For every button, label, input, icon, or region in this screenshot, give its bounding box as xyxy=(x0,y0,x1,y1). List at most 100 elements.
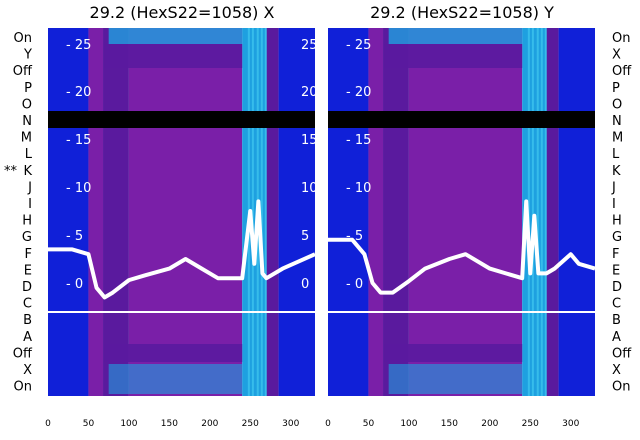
heatmap-cell xyxy=(388,364,523,394)
heatmap-cell xyxy=(108,364,243,394)
row-label: M xyxy=(21,131,32,146)
row-label: C xyxy=(23,297,32,312)
row-label: X xyxy=(612,363,621,378)
y-tick-label: - 15 xyxy=(66,133,91,148)
heatmap-column xyxy=(546,28,559,396)
row-label: D xyxy=(22,280,32,295)
row-label: B xyxy=(23,313,32,328)
x-tick-label: 200 xyxy=(201,419,218,429)
heatmap-column xyxy=(242,28,267,396)
heatmap-stripe xyxy=(531,28,534,396)
heatmap-column xyxy=(278,28,315,396)
row-label: H xyxy=(612,214,622,229)
row-label: Off xyxy=(612,346,632,361)
y-tick-label: - 25 xyxy=(66,38,91,53)
heatmap-column xyxy=(408,28,523,396)
heatmap-column xyxy=(103,28,129,396)
heatmap-column xyxy=(368,28,384,396)
y-tick-label-right: 15 xyxy=(301,133,318,148)
row-label: I xyxy=(28,197,32,212)
y-tick-label: - 20 xyxy=(346,85,371,100)
chart-title: 29.2 (HexS22=1058) Y xyxy=(370,3,554,22)
x-tick-label: 50 xyxy=(83,419,95,429)
x-tick-label: 50 xyxy=(363,419,375,429)
heatmap-column xyxy=(266,28,279,396)
row-label: O xyxy=(612,97,622,112)
row-label: E xyxy=(612,263,620,278)
row-label: On xyxy=(14,31,32,46)
row-label: J xyxy=(27,180,32,195)
y-tick-label: - 25 xyxy=(346,38,371,53)
row-label: C xyxy=(612,297,621,312)
x-tick-label: 100 xyxy=(400,419,417,429)
panel-x: - 0 - 5 - 10 - 15 - 20 - 25 25 20 15 10 50 29.2 (He… xyxy=(4,3,318,429)
heatmap-column xyxy=(558,28,595,396)
y-tick-label: - 10 xyxy=(346,181,371,196)
row-label: L xyxy=(612,147,620,162)
heatmap-stripe xyxy=(260,28,263,396)
heatmap-row xyxy=(104,344,243,362)
heatmap-stripe xyxy=(264,28,267,396)
heatmap-stripe xyxy=(527,28,530,396)
y-tick-label-right: 0 xyxy=(301,277,309,292)
x-tick-label: 150 xyxy=(161,419,178,429)
x-tick-label: 250 xyxy=(242,419,259,429)
heatmap-stripe xyxy=(251,28,254,396)
heatmap-column xyxy=(88,28,104,396)
row-label: G xyxy=(22,230,32,245)
row-label: H xyxy=(22,214,32,229)
row-label: F xyxy=(612,247,619,262)
series-line xyxy=(48,199,316,300)
row-label: D xyxy=(612,280,622,295)
y-tick-label-right: 25 xyxy=(301,38,318,53)
row-label: Y xyxy=(23,48,32,63)
heatmap-row xyxy=(104,44,243,68)
x-tick-label: 0 xyxy=(325,419,331,429)
row-label: O xyxy=(22,97,32,112)
y-tick-label: - 0 xyxy=(66,277,83,292)
row-label: Off xyxy=(13,346,33,361)
heatmap-cell xyxy=(108,28,243,44)
x-tick-label: 300 xyxy=(282,419,299,429)
x-tick-label: 300 xyxy=(562,419,579,429)
x-tick-label: 200 xyxy=(481,419,498,429)
row-label: Off xyxy=(13,64,33,79)
y-tick-label-right: 20 xyxy=(301,85,318,100)
row-label: K xyxy=(612,164,621,179)
y-tick-label-right: 10 xyxy=(301,181,318,196)
y-tick-label: - 15 xyxy=(346,133,371,148)
heatmap-cell xyxy=(388,28,523,44)
heatmap-row xyxy=(384,344,523,362)
y-tick-label: - 5 xyxy=(66,229,83,244)
heatmap-column xyxy=(328,28,369,396)
row-label: On xyxy=(612,31,630,46)
row-label: P xyxy=(24,81,32,96)
y-tick-label: - 20 xyxy=(66,85,91,100)
heatmap-stripe xyxy=(536,28,539,396)
row-label: M xyxy=(612,131,623,146)
row-label: On xyxy=(14,380,32,395)
row-label: F xyxy=(25,247,32,262)
y-tick-label: - 0 xyxy=(346,277,363,292)
row-label: E xyxy=(24,263,32,278)
row-label: G xyxy=(612,230,622,245)
heatmap-column xyxy=(383,28,409,396)
y-tick-label: - 10 xyxy=(66,181,91,196)
black-band xyxy=(328,111,595,128)
chart-title: 29.2 (HexS22=1058) X xyxy=(90,3,275,22)
row-label: N xyxy=(22,114,32,129)
row-label: I xyxy=(612,197,616,212)
x-tick-label: 250 xyxy=(522,419,539,429)
row-label: X xyxy=(612,48,621,63)
row-label: K xyxy=(23,164,32,179)
heatmap-column xyxy=(128,28,243,396)
heatmap-row xyxy=(384,44,523,68)
heatmap-stripe xyxy=(544,28,547,396)
heatmap-column xyxy=(48,28,89,396)
heatmap-stripe xyxy=(540,28,543,396)
black-band xyxy=(48,111,315,128)
row-label: B xyxy=(612,313,621,328)
row-label: L xyxy=(25,147,33,162)
